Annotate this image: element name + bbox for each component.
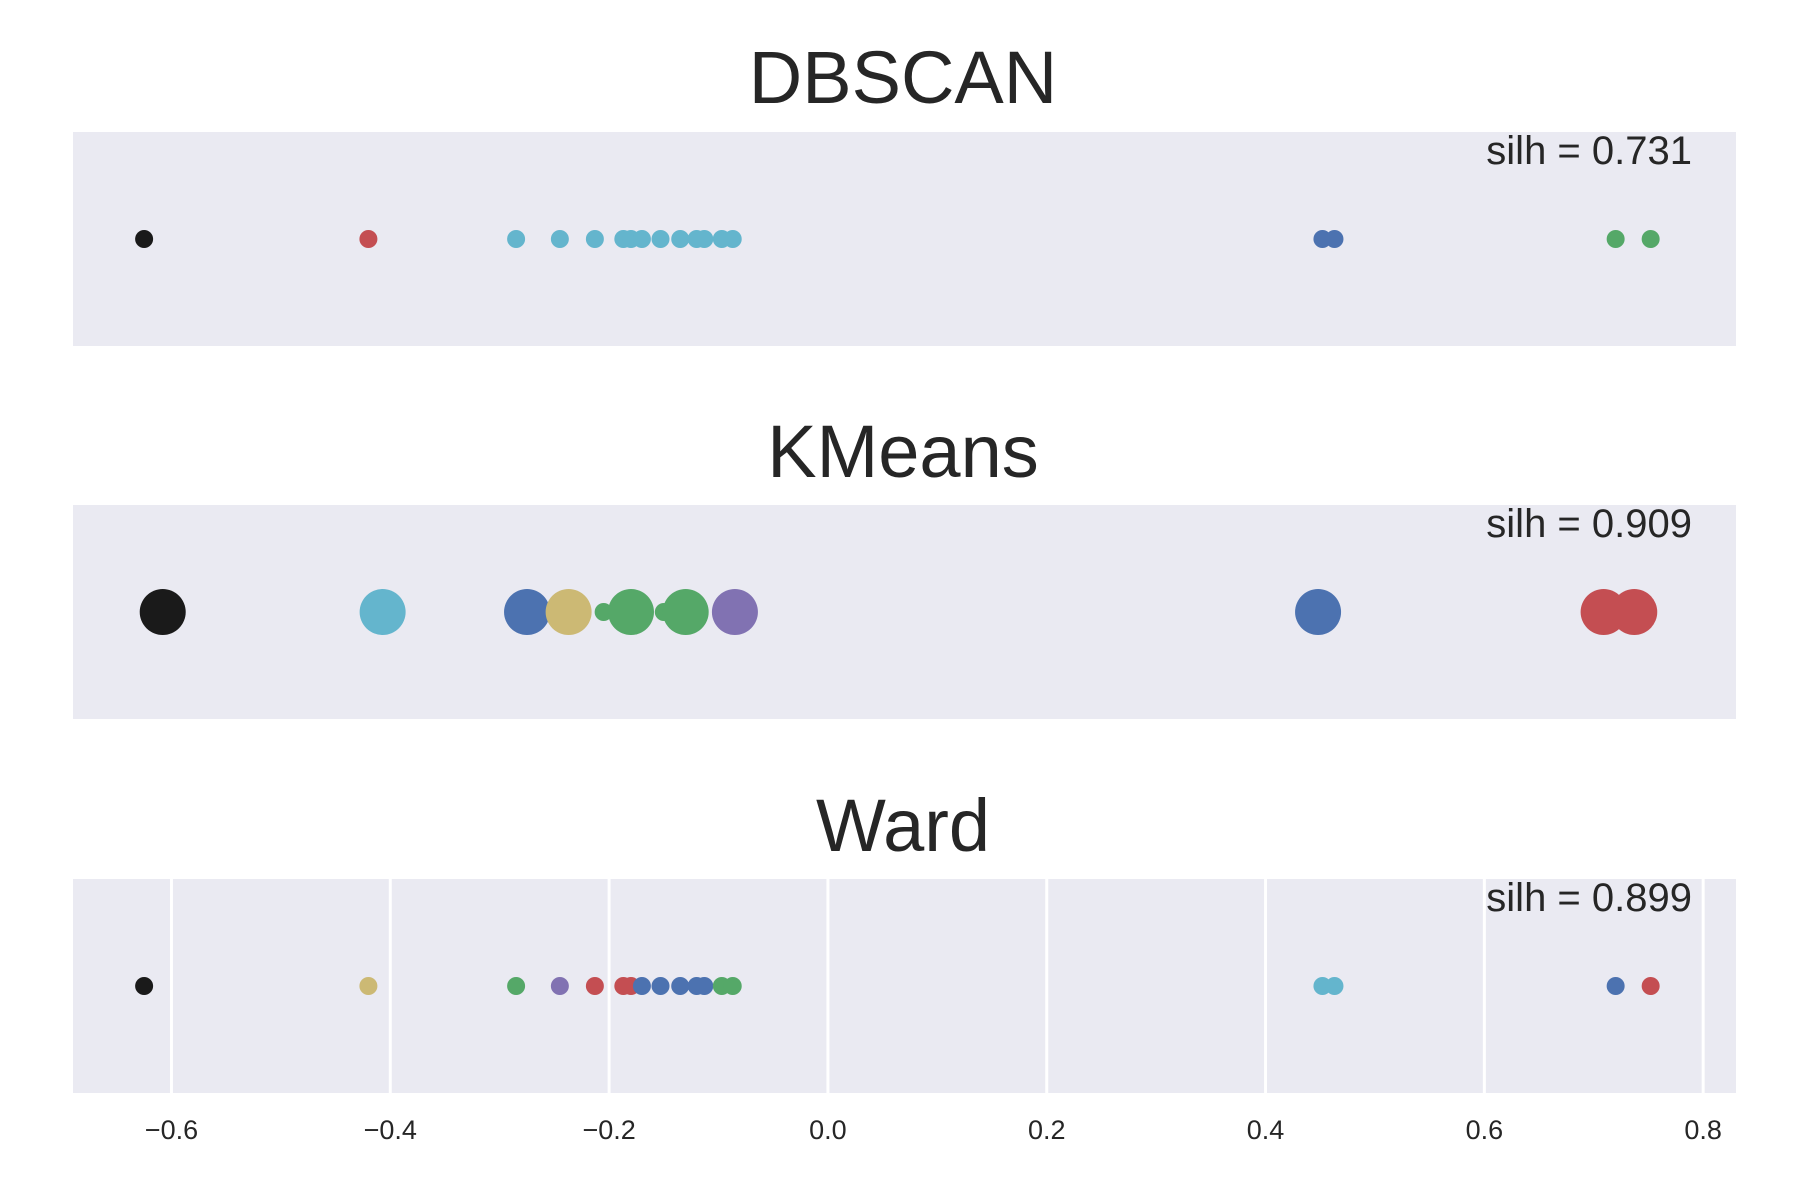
x-tick-label: −0.6 xyxy=(145,1115,198,1145)
data-point xyxy=(651,230,670,248)
panel-kmeans: KMeans silh = 0.909 xyxy=(73,410,1736,719)
x-tick-label: −0.4 xyxy=(364,1115,417,1145)
data-point xyxy=(671,230,690,248)
data-point xyxy=(1611,589,1658,635)
panel-title: KMeans xyxy=(767,410,1038,493)
data-points xyxy=(139,589,1658,635)
data-point xyxy=(359,589,406,635)
data-point xyxy=(504,589,551,635)
silhouette-score-label: silh = 0.909 xyxy=(1486,502,1692,546)
data-point xyxy=(1325,977,1344,995)
data-point xyxy=(135,230,154,248)
data-point xyxy=(723,230,742,248)
data-point xyxy=(585,230,604,248)
data-point xyxy=(711,589,758,635)
data-point xyxy=(1295,589,1342,635)
data-point xyxy=(1641,977,1660,995)
data-point xyxy=(1606,230,1625,248)
data-point xyxy=(359,977,378,995)
data-point xyxy=(632,977,651,995)
data-point xyxy=(651,977,670,995)
data-points xyxy=(135,977,1660,995)
data-point xyxy=(507,977,526,995)
data-points xyxy=(135,230,1660,248)
data-point xyxy=(1606,977,1625,995)
data-point xyxy=(1325,230,1344,248)
data-point xyxy=(585,977,604,995)
data-point xyxy=(545,589,592,635)
silhouette-score-label: silh = 0.731 xyxy=(1486,129,1692,173)
data-point xyxy=(359,230,378,248)
x-tick-label: −0.2 xyxy=(582,1115,635,1145)
panel-title: DBSCAN xyxy=(749,36,1057,119)
silhouette-score-label: silh = 0.899 xyxy=(1486,876,1692,920)
x-tick-label: 0.4 xyxy=(1247,1115,1285,1145)
data-point xyxy=(139,589,186,635)
plot-area xyxy=(73,505,1736,719)
data-point xyxy=(695,977,714,995)
data-point xyxy=(695,230,714,248)
data-point xyxy=(550,977,569,995)
x-tick-label: 0.6 xyxy=(1466,1115,1504,1145)
data-point xyxy=(594,603,613,621)
data-point xyxy=(723,977,742,995)
x-tick-label: 0.2 xyxy=(1028,1115,1066,1145)
panel-ward: Ward silh = 0.899 −0.6 −0.4 −0.2 0.0 0.2 0.4 0… xyxy=(73,784,1736,1145)
data-point xyxy=(550,230,569,248)
data-point xyxy=(671,977,690,995)
data-point xyxy=(607,589,654,635)
data-point xyxy=(507,230,526,248)
plot-area xyxy=(73,132,1736,346)
data-point xyxy=(135,977,154,995)
panel-title: Ward xyxy=(816,784,990,867)
x-tick-label: 0.8 xyxy=(1684,1115,1722,1145)
panel-dbscan: DBSCAN silh = 0.731 xyxy=(73,36,1736,346)
x-tick-label: 0.0 xyxy=(809,1115,847,1145)
plot-area xyxy=(73,879,1736,1093)
data-point xyxy=(662,589,709,635)
data-point xyxy=(632,230,651,248)
x-axis-tick-labels: −0.6 −0.4 −0.2 0.0 0.2 0.4 0.6 0.8 xyxy=(145,1115,1722,1145)
data-point xyxy=(1641,230,1660,248)
gridlines xyxy=(169,879,1705,1093)
